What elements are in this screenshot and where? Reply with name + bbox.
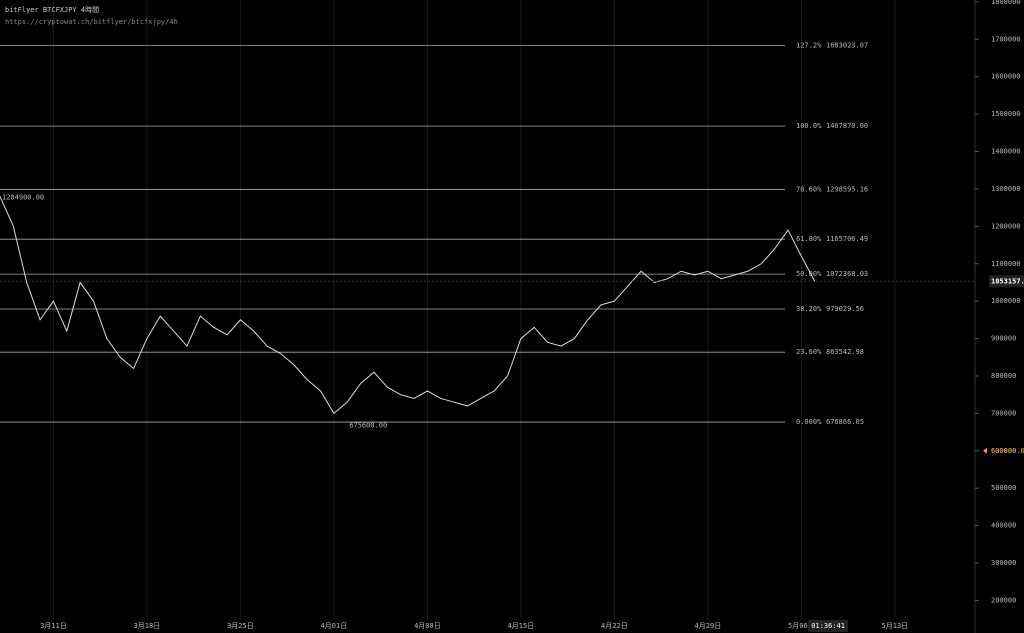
y-tick-label: 1600000 (991, 73, 1021, 81)
x-tick-label: 4月08日 (414, 622, 441, 630)
y-tick-label: 800000 (991, 372, 1016, 380)
y-tick-label: 900000 (991, 335, 1016, 343)
fib-price: 1683023.07 (826, 42, 868, 50)
fib-price: 1298595.16 (826, 185, 868, 193)
x-tick-label: 4月01日 (321, 622, 348, 630)
y-tick-label: 700000 (991, 409, 1016, 417)
y-tick-label: 1300000 (991, 185, 1021, 193)
y-tick-label: 1700000 (991, 35, 1021, 43)
fib-ratio: 61.80% (796, 235, 822, 243)
y-tick-label: 1400000 (991, 148, 1021, 156)
y-tick-label: 1500000 (991, 110, 1021, 118)
y-tick-label: 600000 (991, 447, 1016, 455)
fib-ratio: 50.00% (796, 270, 822, 278)
x-tick-label: 3月25日 (227, 622, 254, 630)
y-tick-label: 400000 (991, 522, 1016, 530)
fib-price: 979029.56 (826, 305, 864, 313)
fib-price: 676866.05 (826, 418, 864, 426)
x-tick-label: 5月06日 (788, 622, 815, 630)
annotation: 675600.00 (349, 422, 387, 430)
x-tick-label: 4月15日 (508, 622, 535, 630)
x-tick-label: 3月11日 (40, 622, 67, 630)
y-tick-label: 1800000 (991, 0, 1021, 6)
fib-price: 1467870.00 (826, 122, 868, 130)
annotation: 1284900.00 (2, 194, 44, 202)
x-tick-label: 3月18日 (134, 622, 161, 630)
alert-marker (983, 447, 987, 454)
fib-ratio: 23.60% (796, 348, 822, 356)
y-tick-label: 500000 (991, 484, 1016, 492)
fib-ratio: 127.2% (796, 42, 822, 50)
fib-ratio: 100.0% (796, 122, 822, 130)
x-tick-label: 4月29日 (695, 622, 722, 630)
price-line (0, 196, 816, 415)
y-tick-label: 1000000 (991, 297, 1021, 305)
time-badge (808, 620, 849, 632)
y-tick-label: 1200000 (991, 222, 1021, 230)
price-badge (989, 275, 1024, 288)
y-tick-label: 200000 (991, 596, 1016, 604)
fib-price: 1072368.03 (826, 270, 868, 278)
fib-ratio: 38.20% (796, 305, 822, 313)
x-tick-label: 5月13日 (882, 622, 909, 630)
fib-ratio: 0.000% (796, 418, 822, 426)
time-label: 01:36:41 (811, 622, 845, 630)
fib-price: 1165706.49 (826, 235, 868, 243)
fib-price: 863542.98 (826, 348, 864, 356)
alert-label: 600000.0 (991, 447, 1024, 455)
url: https://cryptowat.ch/bitflyer/btcfxjpy/4… (5, 18, 178, 26)
title: bitFlyer BTCFXJPY 4時間 (5, 6, 100, 14)
y-tick-label: 1100000 (991, 260, 1021, 268)
current-price: 1053157.0 (991, 277, 1024, 285)
x-tick-label: 4月22日 (601, 622, 628, 630)
fib-ratio: 78.60% (796, 185, 822, 193)
y-tick-label: 300000 (991, 559, 1016, 567)
